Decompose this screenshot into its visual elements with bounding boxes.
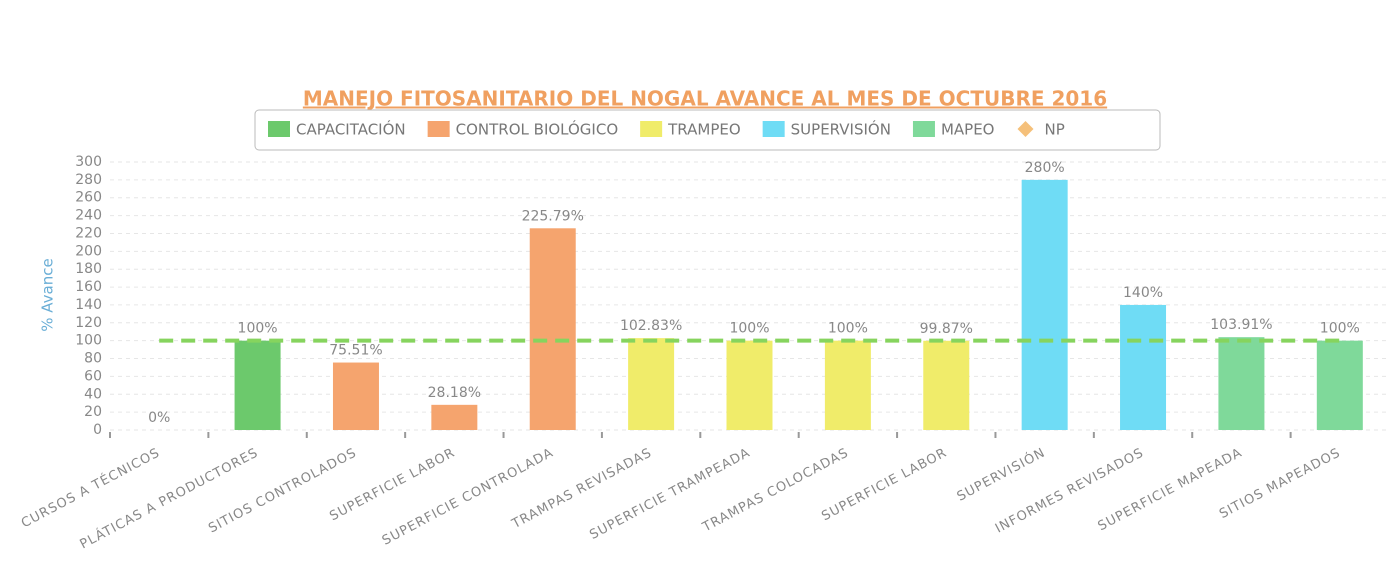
- bar: [628, 338, 675, 430]
- x-tick-label: SUPERFICIE CONTROLADA: [380, 445, 556, 548]
- bar: [1316, 340, 1363, 430]
- y-tick-label: 80: [84, 351, 102, 367]
- legend-label: CONTROL BIOLÓGICO: [456, 120, 619, 139]
- y-tick-label: 0: [93, 422, 102, 438]
- legend-label: NP: [1045, 121, 1065, 139]
- bar: [824, 340, 871, 430]
- y-tick-label: 100: [75, 333, 102, 349]
- bar: [1120, 304, 1167, 430]
- bar: [332, 362, 379, 430]
- legend-label: CAPACITACIÓN: [296, 120, 406, 139]
- data-label: 99.87%: [920, 321, 973, 337]
- y-tick-label: 60: [84, 368, 102, 384]
- legend-label: SUPERVISIÓN: [791, 120, 891, 139]
- data-label: 0%: [148, 410, 170, 426]
- legend-marker: [1017, 121, 1034, 137]
- data-label: 28.18%: [428, 385, 481, 401]
- data-label: 100%: [238, 321, 278, 337]
- legend-marker: [912, 121, 935, 137]
- y-tick-label: 180: [75, 261, 102, 277]
- bar: [1021, 179, 1068, 430]
- bar: [529, 228, 576, 430]
- y-tick-label: 300: [75, 154, 102, 170]
- data-label: 102.83%: [620, 318, 682, 334]
- y-tick-label: 40: [84, 386, 102, 402]
- y-tick-label: 200: [75, 243, 102, 259]
- chart-title: MANEJO FITOSANITARIO DEL NOGAL AVANCE AL…: [303, 87, 1107, 111]
- data-label: 100%: [828, 321, 868, 337]
- bar: [234, 340, 281, 430]
- y-tick-label: 280: [75, 172, 102, 188]
- legend-label: MAPEO: [941, 121, 995, 139]
- x-tick-label: SUPERFICIE TRAMPEADA: [587, 445, 753, 543]
- y-tick-label: 160: [75, 279, 102, 295]
- legend-marker: [640, 121, 663, 137]
- y-tick-label: 220: [75, 225, 102, 241]
- legend-marker: [268, 121, 290, 137]
- legend-label: TRAMPEO: [667, 121, 741, 139]
- legend-marker: [427, 121, 450, 137]
- x-tick-label: PLÁTICAS A PRODUCTORES: [77, 444, 261, 552]
- y-tick-label: 260: [75, 190, 102, 206]
- bar: [431, 404, 478, 430]
- data-label: 100%: [1320, 321, 1360, 337]
- x-tick-label: SUPERVISIÓN: [954, 444, 1048, 504]
- legend-box: [254, 109, 1161, 151]
- y-tick-label: 120: [75, 315, 102, 331]
- data-label: 100%: [729, 321, 769, 337]
- data-label: 75.51%: [329, 343, 382, 359]
- legend-marker: [762, 121, 785, 137]
- bar: [726, 340, 773, 430]
- bar: [1218, 337, 1265, 430]
- data-label: 225.79%: [522, 208, 584, 224]
- y-tick-label: 240: [75, 208, 102, 224]
- bar: [923, 340, 970, 430]
- y-tick-label: 20: [84, 404, 102, 420]
- data-label: 140%: [1123, 285, 1163, 301]
- data-label: 280%: [1025, 160, 1065, 176]
- data-label: 103.91%: [1210, 317, 1272, 333]
- y-tick-label: 140: [75, 297, 102, 313]
- y-axis-label: % Avance: [39, 258, 57, 331]
